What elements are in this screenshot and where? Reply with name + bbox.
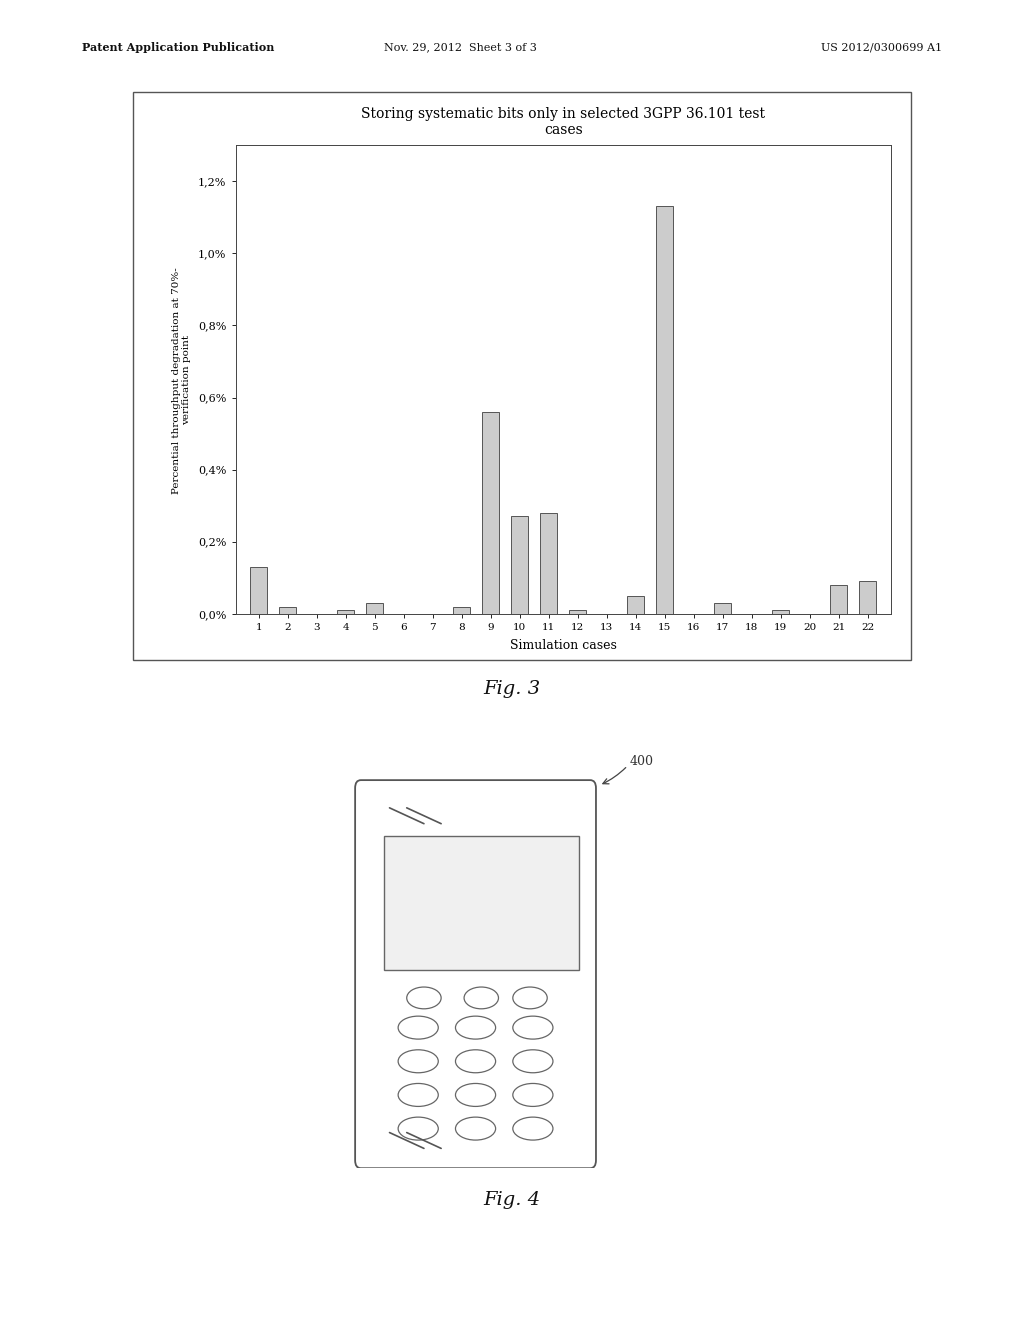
Ellipse shape — [513, 1117, 553, 1140]
Bar — [384, 836, 579, 970]
Bar — [279, 607, 296, 614]
X-axis label: Simulation cases: Simulation cases — [510, 639, 616, 652]
Ellipse shape — [513, 987, 547, 1008]
Bar — [656, 206, 674, 614]
Ellipse shape — [398, 1049, 438, 1073]
Text: Nov. 29, 2012  Sheet 3 of 3: Nov. 29, 2012 Sheet 3 of 3 — [384, 42, 538, 53]
Bar — [859, 581, 877, 614]
Ellipse shape — [398, 1084, 438, 1106]
Y-axis label: Percential throughput degradation at 70%- 
verification point: Percential throughput degradation at 70%… — [172, 264, 191, 495]
Bar — [569, 610, 587, 614]
FancyBboxPatch shape — [355, 780, 596, 1168]
Ellipse shape — [456, 1084, 496, 1106]
Bar — [772, 610, 790, 614]
Text: Fig. 3: Fig. 3 — [483, 680, 541, 698]
Ellipse shape — [407, 987, 441, 1008]
Ellipse shape — [398, 1016, 438, 1039]
Ellipse shape — [398, 1117, 438, 1140]
Text: Fig. 4: Fig. 4 — [483, 1191, 541, 1209]
Bar — [627, 595, 644, 614]
Ellipse shape — [513, 1016, 553, 1039]
Bar — [540, 513, 557, 614]
Bar — [337, 610, 354, 614]
Ellipse shape — [456, 1117, 496, 1140]
Bar — [511, 516, 528, 614]
Ellipse shape — [456, 1016, 496, 1039]
Ellipse shape — [456, 1049, 496, 1073]
Ellipse shape — [513, 1049, 553, 1073]
Bar — [830, 585, 848, 614]
Ellipse shape — [513, 1084, 553, 1106]
Text: Patent Application Publication: Patent Application Publication — [82, 42, 274, 53]
Ellipse shape — [464, 987, 499, 1008]
Bar — [250, 568, 267, 614]
Bar — [453, 607, 470, 614]
Title: Storing systematic bits only in selected 3GPP 36.101 test
cases: Storing systematic bits only in selected… — [361, 107, 765, 137]
Bar — [482, 412, 500, 614]
Text: 400: 400 — [630, 755, 653, 768]
Text: US 2012/0300699 A1: US 2012/0300699 A1 — [821, 42, 942, 53]
Bar — [714, 603, 731, 614]
Bar — [366, 603, 383, 614]
